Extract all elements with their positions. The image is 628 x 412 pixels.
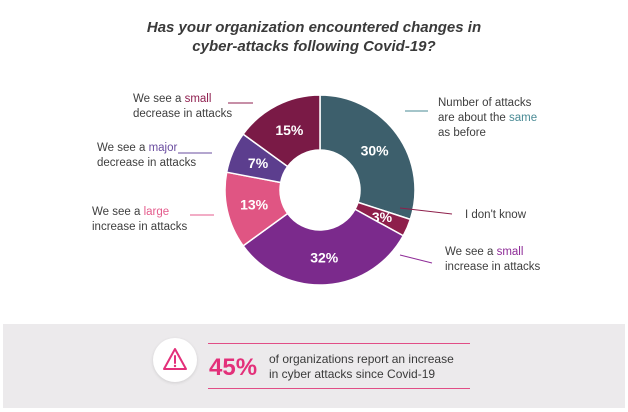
label-small-decrease-line1: We see a small xyxy=(133,92,232,107)
label-major-decrease-highlight: major xyxy=(148,142,178,154)
label-large-increase-highlight: large xyxy=(143,206,170,218)
slice-same xyxy=(319,94,416,221)
slice-value-small-increase: 32% xyxy=(310,249,339,265)
label-small-decrease: We see a small decrease in attacks xyxy=(133,92,232,122)
callout-text-line2: in cyber attacks since Covid-19 xyxy=(269,367,436,381)
slice-value-small-decrease: 15% xyxy=(275,122,304,138)
label-large-increase-line2: increase in attacks xyxy=(92,221,188,233)
label-large-increase: We see a large increase in attacks xyxy=(92,205,187,235)
slice-small-decrease xyxy=(242,94,321,168)
slice-value-major-decrease: 7% xyxy=(248,155,269,171)
label-small-decrease-text: We see a xyxy=(133,93,185,105)
leader-line-small-increase xyxy=(399,254,433,264)
slice-small-increase xyxy=(242,208,405,286)
label-same-line1: Number of attacks xyxy=(438,97,532,109)
leader-line-dont-know xyxy=(399,207,453,215)
callout-rule-top xyxy=(208,343,470,344)
callout-panel xyxy=(3,324,625,408)
label-major-decrease-line1: We see a major xyxy=(97,141,196,156)
label-small-decrease-line2: decrease in attacks xyxy=(133,108,233,120)
label-small-increase: We see a small increase in attacks xyxy=(445,245,540,275)
donut-chart: 30%3%32%13%7%15% xyxy=(178,94,453,286)
label-dont-know-text: I don't know xyxy=(465,209,527,221)
callout-percentage: 45% xyxy=(209,354,258,381)
label-major-decrease-line2: decrease in attacks xyxy=(97,157,197,169)
warning-triangle-icon xyxy=(163,348,187,370)
label-small-increase-line1: We see a small xyxy=(445,245,540,260)
label-small-increase-text: We see a xyxy=(445,246,497,258)
label-major-decrease-text: We see a xyxy=(97,142,149,154)
label-small-decrease-highlight: small xyxy=(184,93,212,105)
chart-title-line1: Has your organization encountered change… xyxy=(146,19,482,36)
slice-value-same: 30% xyxy=(361,142,390,158)
callout-rule-bottom xyxy=(208,388,470,389)
label-small-increase-line2: increase in attacks xyxy=(445,261,541,273)
alert-badge xyxy=(153,338,197,382)
label-same: Number of attacks are about the same as … xyxy=(438,96,537,141)
chart-title: Has your organization encountered change… xyxy=(0,18,628,56)
label-dont-know: I don't know xyxy=(465,208,526,223)
slice-value-large-increase: 13% xyxy=(240,197,269,213)
label-same-line3: as before xyxy=(438,127,486,139)
label-same-line2: are about the same xyxy=(438,111,537,126)
callout-text: of organizations report an increase in c… xyxy=(269,352,454,382)
label-same-text: are about the xyxy=(438,112,509,124)
label-large-increase-line1: We see a large xyxy=(92,205,187,220)
label-large-increase-text: We see a xyxy=(92,206,144,218)
label-small-increase-highlight: small xyxy=(496,246,524,258)
chart-title-line2: cyber-attacks following Covid-19? xyxy=(192,38,436,55)
label-same-highlight: same xyxy=(508,112,538,124)
callout-text-line1: of organizations report an increase xyxy=(269,352,454,366)
label-major-decrease: We see a major decrease in attacks xyxy=(97,141,196,171)
